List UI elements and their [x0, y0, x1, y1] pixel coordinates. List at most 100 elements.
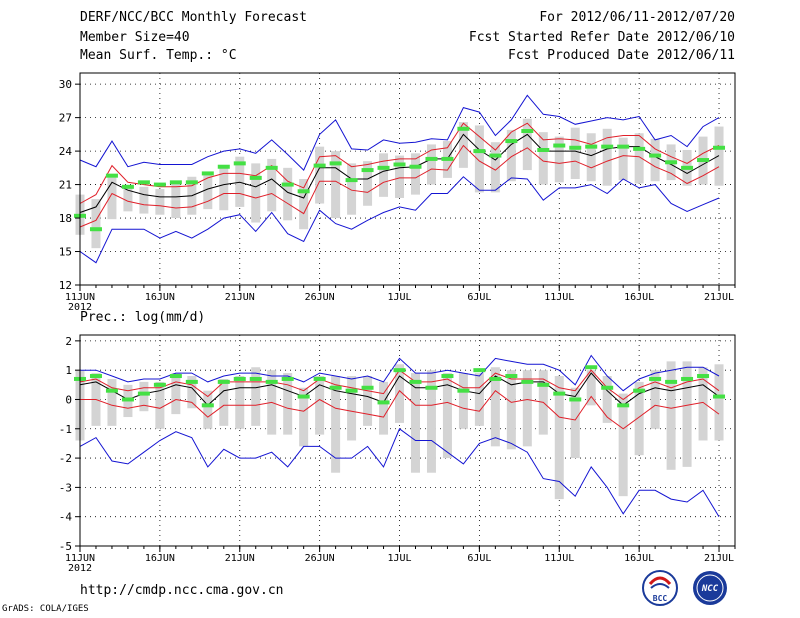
median-mark — [393, 368, 406, 373]
ensemble-box — [410, 373, 420, 473]
median-mark — [345, 388, 358, 393]
ensemble-box — [586, 133, 596, 182]
median-mark — [441, 156, 454, 161]
x-tick-label: 21JUL — [704, 292, 734, 303]
median-mark — [313, 163, 326, 168]
x-tick-label: 1JUL — [387, 553, 411, 564]
median-mark — [521, 129, 534, 134]
ensemble-box — [395, 155, 405, 198]
grads-credit: GrADS: COLA/IGES — [2, 604, 89, 614]
produced-date: Fcst Produced Date 2012/06/11 — [508, 48, 735, 63]
median-mark — [89, 374, 102, 379]
median-mark — [585, 365, 598, 370]
ensemble-box — [331, 376, 341, 473]
ensemble-box — [474, 373, 484, 426]
median-mark — [169, 374, 182, 379]
x-tick-label: 21JUN — [225, 553, 255, 564]
ensemble-box — [155, 381, 165, 429]
median-mark — [569, 145, 582, 150]
ensemble-box — [107, 175, 117, 220]
ensemble-box — [426, 370, 436, 473]
median-mark — [505, 374, 518, 379]
ensemble-box — [602, 128, 612, 186]
ensemble-box — [506, 370, 516, 450]
median-mark — [665, 160, 678, 165]
median-mark — [393, 162, 406, 167]
ensemble-box — [650, 138, 660, 182]
ensemble-box — [618, 137, 628, 181]
y-tick-label: 27 — [59, 112, 72, 125]
median-mark — [521, 379, 534, 384]
median-mark — [137, 391, 150, 396]
ensemble-box — [506, 129, 516, 182]
median-mark — [249, 376, 262, 381]
bcc-logo: BCC — [642, 570, 678, 606]
ensemble-box — [522, 370, 532, 447]
ensemble-box — [395, 364, 405, 423]
x-tick-label: 6JUL — [467, 553, 491, 564]
series-line-ensemble-min — [79, 428, 720, 517]
ensemble-box — [219, 378, 229, 426]
median-mark — [617, 144, 630, 149]
ensemble-box — [299, 179, 309, 230]
median-mark — [633, 388, 646, 393]
ensemble-box — [315, 376, 325, 435]
y-tick-label: -5 — [59, 540, 72, 553]
median-mark — [201, 171, 214, 176]
x-tick-label: 21JUN — [225, 292, 255, 303]
ensemble-box — [203, 390, 213, 429]
median-mark — [377, 165, 390, 170]
ensemble-box — [251, 367, 261, 426]
footer-url[interactable]: http://cmdp.ncc.cma.gov.cn — [80, 583, 284, 598]
plot-frame — [79, 72, 736, 286]
median-mark — [457, 388, 470, 393]
median-mark — [473, 368, 486, 373]
median-mark — [585, 144, 598, 149]
refer-date: Fcst Started Refer Date 2012/06/10 — [468, 30, 735, 45]
x-tick-label: 21JUL — [704, 553, 734, 564]
ensemble-box — [203, 174, 213, 210]
ensemble-box — [522, 118, 532, 171]
median-mark — [297, 189, 310, 194]
ncc-logo-text: NCC — [701, 584, 719, 594]
ensemble-box — [235, 156, 245, 207]
ensemble-box — [538, 132, 548, 185]
median-mark — [681, 376, 694, 381]
ensemble-box — [299, 387, 309, 447]
median-mark — [713, 394, 726, 399]
median-mark — [313, 376, 326, 381]
median-mark — [537, 147, 550, 152]
member-size: Member Size=40 — [80, 30, 190, 45]
median-mark — [441, 374, 454, 379]
median-mark — [185, 379, 198, 384]
ensemble-box — [410, 153, 420, 195]
median-mark — [105, 173, 118, 178]
median-mark — [569, 397, 582, 402]
forecast-period: For 2012/06/11-2012/07/20 — [539, 10, 735, 25]
ensemble-box — [267, 158, 277, 212]
ensemble-box — [379, 153, 389, 197]
logos: BCC NCC — [642, 570, 727, 606]
ensemble-box — [331, 151, 341, 219]
x-tick-label: 16JUL — [624, 553, 654, 564]
x-tick-label: 26JUN — [305, 292, 335, 303]
ensemble-box — [171, 182, 181, 219]
median-mark — [265, 379, 278, 384]
y-tick-label: 15 — [59, 246, 72, 259]
y-tick-label: 30 — [59, 78, 72, 91]
median-mark — [697, 374, 710, 379]
median-mark — [601, 385, 614, 390]
ensemble-box — [426, 144, 436, 185]
series-line-lower-spread — [80, 389, 720, 430]
median-mark — [361, 168, 374, 173]
ensemble-box — [698, 367, 708, 441]
ensemble-box — [634, 381, 644, 456]
x-tick-label: 1JUL — [387, 292, 411, 303]
x-tick-year: 2012 — [68, 302, 92, 313]
median-mark — [329, 161, 342, 166]
ensemble-box — [171, 373, 181, 415]
median-mark — [121, 184, 134, 189]
x-tick-label: 26JUN — [305, 553, 335, 564]
chart-title: DERF/NCC/BCC Monthly Forecast — [80, 10, 307, 25]
